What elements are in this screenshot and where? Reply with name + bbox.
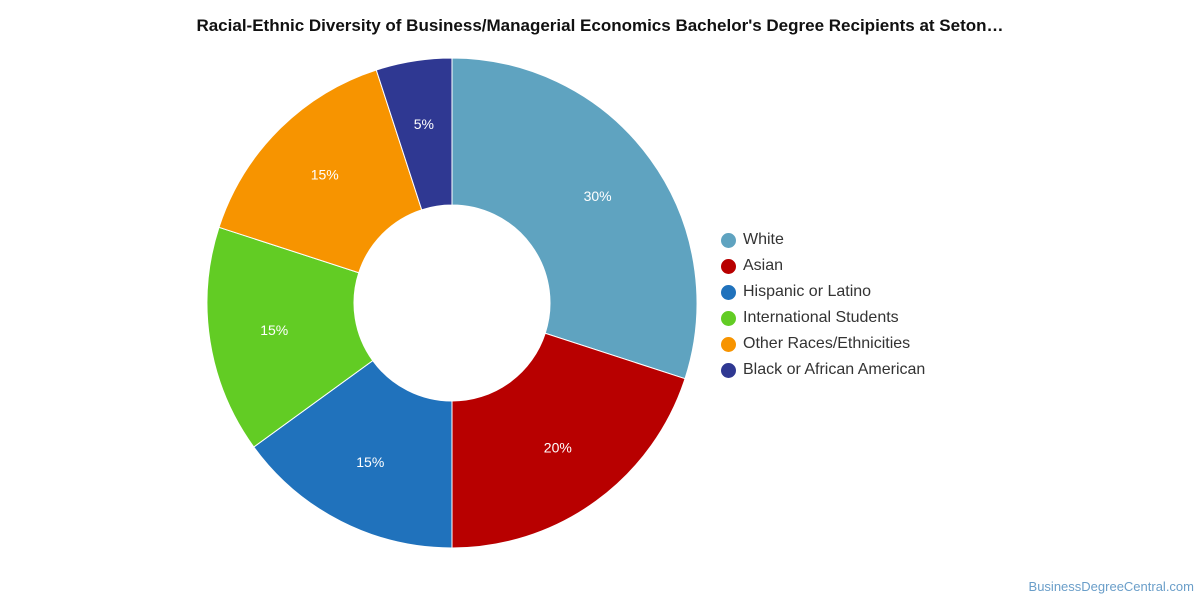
slice-label-international-students: 15%	[260, 322, 288, 338]
slice-label-asian: 20%	[544, 439, 572, 455]
slice-black-or-african-american[interactable]	[375, 57, 453, 211]
legend-item-hispanic-or-latino[interactable]: Hispanic or Latino	[721, 279, 925, 305]
legend-item-asian[interactable]: Asian	[721, 253, 925, 279]
slice-hispanic-or-latino[interactable]	[253, 359, 453, 549]
legend-swatch-international-students	[721, 310, 736, 326]
slice-white[interactable]	[451, 57, 698, 380]
legend-label-black-or-african-american: Black or African American	[743, 361, 926, 378]
slice-label-hispanic-or-latino: 15%	[356, 454, 384, 470]
legend-swatch-asian	[721, 258, 736, 274]
legend-label-hispanic-or-latino: Hispanic or Latino	[743, 283, 872, 300]
slice-label-white: 30%	[584, 188, 612, 204]
slice-label-other-races-ethnicities: 15%	[311, 166, 339, 182]
legend-label-asian: Asian	[743, 257, 784, 274]
chart-title: Racial-Ethnic Diversity of Business/Mana…	[196, 16, 1004, 35]
legend-item-black-or-african-american[interactable]: Black or African American	[721, 357, 925, 383]
legend-swatch-white	[721, 232, 736, 248]
source-watermark[interactable]: BusinessDegreeCentral.com	[1028, 579, 1194, 594]
slice-asian[interactable]	[451, 332, 686, 549]
legend-label-international-students: International Students	[743, 309, 899, 326]
legend-label-other-races-ethnicities: Other Races/Ethnicities	[743, 335, 911, 352]
legend-item-other-races-ethnicities[interactable]: Other Races/Ethnicities	[721, 331, 925, 357]
slice-other-races-ethnicities[interactable]	[218, 69, 423, 274]
slice-international-students[interactable]	[206, 226, 374, 448]
legend-item-white[interactable]: White	[721, 227, 925, 253]
legend-swatch-other-races-ethnicities	[721, 336, 736, 352]
legend-swatch-hispanic-or-latino	[721, 284, 736, 300]
legend-swatch-black-or-african-american	[721, 362, 736, 378]
legend-label-white: White	[743, 231, 784, 248]
legend-item-international-students[interactable]: International Students	[721, 305, 925, 331]
legend: White Asian Hispanic or Latino Internati…	[721, 227, 925, 383]
slice-label-black-or-african-american: 5%	[414, 116, 434, 132]
